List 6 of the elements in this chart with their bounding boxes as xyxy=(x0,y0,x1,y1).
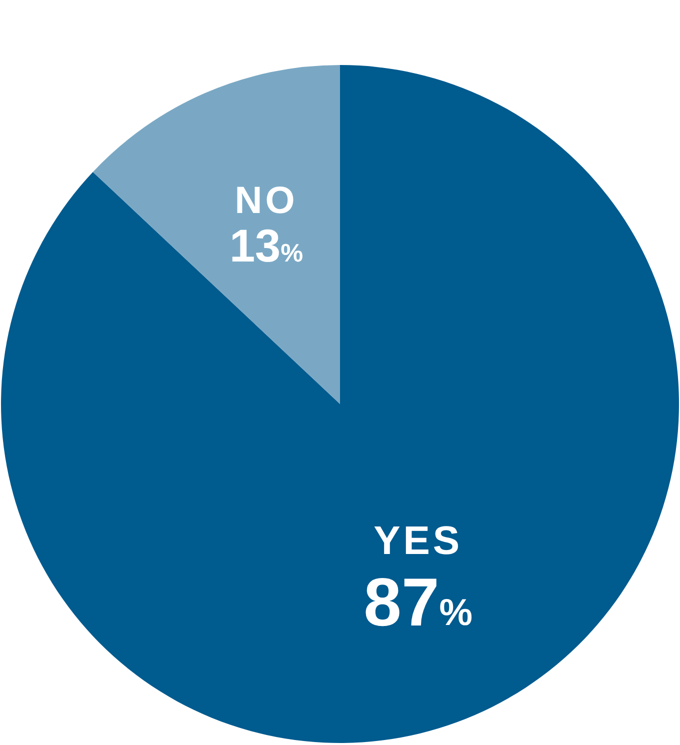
slice-label: YES xyxy=(374,518,463,563)
data-label: 87% xyxy=(364,564,473,640)
slice-label: NO xyxy=(234,180,298,222)
pie-slice xyxy=(92,65,340,404)
data-label: 13% xyxy=(229,219,304,272)
pie-slice xyxy=(1,65,679,743)
